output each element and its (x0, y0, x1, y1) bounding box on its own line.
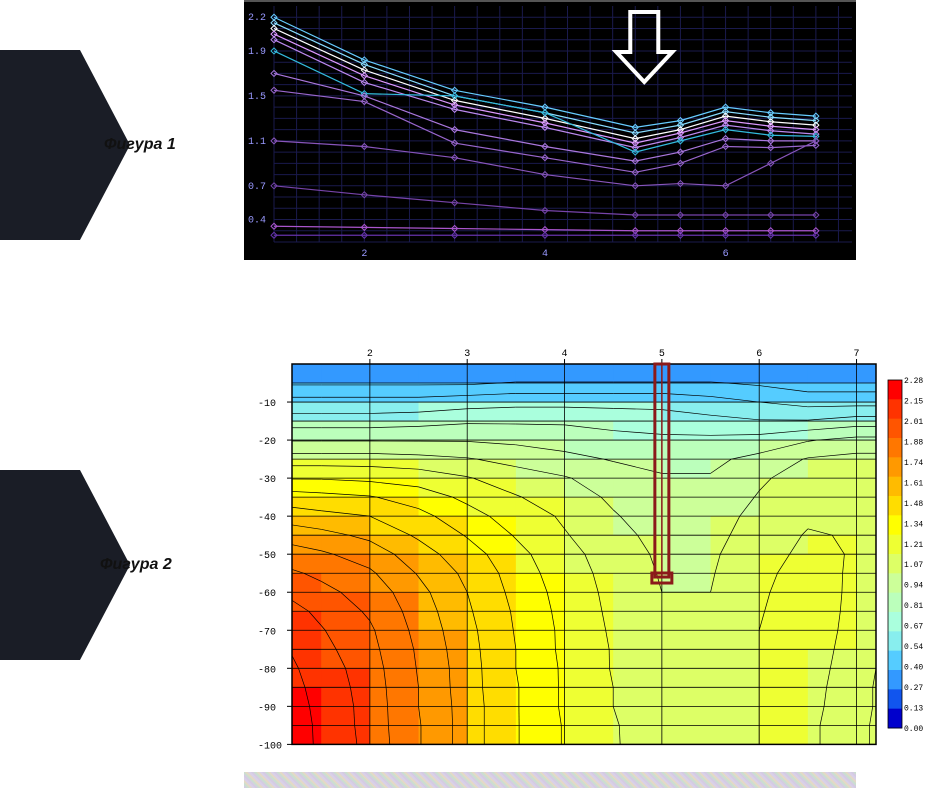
svg-text:4: 4 (562, 349, 568, 360)
svg-text:-100: -100 (258, 741, 282, 752)
svg-text:0.54: 0.54 (904, 643, 923, 652)
svg-text:0.94: 0.94 (904, 582, 923, 591)
svg-text:2.01: 2.01 (904, 418, 923, 427)
svg-text:1.07: 1.07 (904, 561, 923, 570)
svg-text:0.7: 0.7 (248, 182, 266, 193)
svg-text:-30: -30 (258, 475, 276, 486)
svg-text:1.74: 1.74 (904, 459, 923, 468)
svg-text:2.15: 2.15 (904, 397, 923, 406)
svg-text:0.67: 0.67 (904, 623, 923, 632)
pentagon-marker-1 (0, 50, 80, 240)
svg-text:0.81: 0.81 (904, 602, 923, 611)
svg-text:1.48: 1.48 (904, 500, 923, 509)
svg-text:0.13: 0.13 (904, 705, 923, 714)
svg-text:1.21: 1.21 (904, 541, 923, 550)
svg-text:0.00: 0.00 (904, 725, 923, 734)
svg-text:5: 5 (659, 349, 665, 360)
svg-text:2.28: 2.28 (904, 377, 923, 386)
noise-strip (244, 772, 856, 788)
svg-text:-50: -50 (258, 551, 276, 562)
svg-text:3: 3 (464, 349, 470, 360)
svg-text:1.61: 1.61 (904, 479, 923, 488)
figure1-chart: 0.4 0.7 1.1 1.5 1.9 2.2 2 4 6 (244, 0, 856, 260)
svg-text:0.4: 0.4 (248, 216, 266, 227)
svg-text:-60: -60 (258, 589, 276, 600)
figure2-label: Фигура 2 (100, 556, 172, 574)
svg-text:2.2: 2.2 (248, 13, 266, 24)
svg-text:2: 2 (367, 349, 373, 360)
svg-text:6: 6 (723, 249, 729, 260)
svg-text:-80: -80 (258, 665, 276, 676)
svg-text:0.40: 0.40 (904, 664, 923, 673)
svg-text:1.34: 1.34 (904, 520, 923, 529)
svg-text:1.9: 1.9 (248, 47, 266, 58)
figure1-label: Фигура 1 (104, 136, 176, 154)
figure2-chart: 2 3 4 5 6 7 -10 -20 -30 -40 -50 -60 -70 -80 -90 -100 2.2… (244, 348, 934, 758)
svg-text:1.5: 1.5 (248, 92, 266, 103)
svg-text:-70: -70 (258, 627, 276, 638)
svg-text:7: 7 (854, 349, 860, 360)
svg-text:-20: -20 (258, 437, 276, 448)
svg-text:2: 2 (361, 249, 367, 260)
svg-text:-40: -40 (258, 513, 276, 524)
svg-text:4: 4 (542, 249, 548, 260)
svg-text:1.1: 1.1 (248, 137, 266, 148)
svg-text:0.27: 0.27 (904, 684, 923, 693)
pentagon-marker-2 (0, 470, 80, 660)
svg-text:-10: -10 (258, 399, 276, 410)
svg-text:1.88: 1.88 (904, 438, 923, 447)
svg-text:6: 6 (756, 349, 762, 360)
svg-text:-90: -90 (258, 703, 276, 714)
